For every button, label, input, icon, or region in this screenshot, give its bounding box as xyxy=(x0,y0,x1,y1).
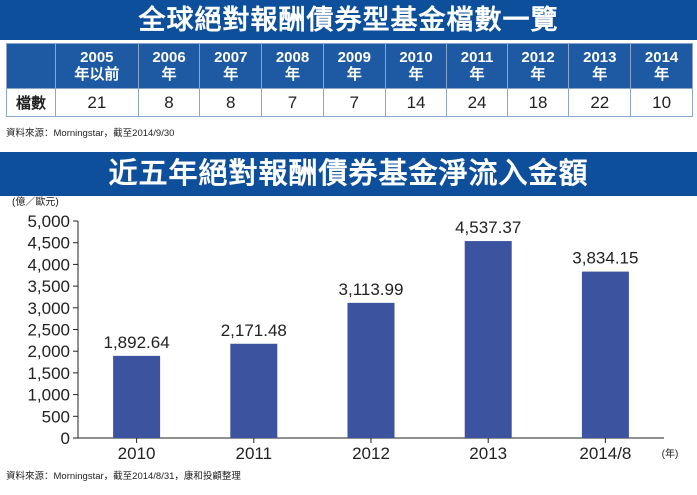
y-tick-label: 2,500 xyxy=(27,321,70,340)
count-cell: 22 xyxy=(568,88,632,117)
count-cell: 24 xyxy=(446,88,508,117)
year-header-row: 2005 年以前 2006 年 2007 年 2008 年 2009 年 2010 年 20… xyxy=(6,43,693,89)
y-tick-label: 3,000 xyxy=(27,299,70,318)
y-tick-label: 0 xyxy=(61,429,70,448)
count-cell: 21 xyxy=(55,88,139,117)
x-tick-label: 2013 xyxy=(469,444,507,463)
table-corner-cell xyxy=(6,43,56,89)
count-cell: 10 xyxy=(630,88,693,117)
count-cell: 7 xyxy=(322,88,386,117)
count-cell: 7 xyxy=(261,88,324,117)
year-header-cell: 2012 年 xyxy=(506,43,570,89)
x-tick-label: 2011 xyxy=(236,444,273,463)
y-tick-label: 1,000 xyxy=(27,386,70,405)
year-header-cell: 2011 年 xyxy=(446,43,508,89)
count-cell: 8 xyxy=(137,88,201,117)
y-axis-label: (億／歐元) xyxy=(12,196,59,208)
count-row-label: 檔數 xyxy=(6,88,56,117)
y-tick-label: 4,500 xyxy=(27,234,70,253)
y-tick-label: 2,000 xyxy=(27,342,70,361)
chart-panel: (億／歐元) 0 500 1,000 1,500 2,000 2,500 3,000 3,500… xyxy=(4,195,693,490)
y-tick-label: 1,500 xyxy=(27,364,70,383)
bar-chart: (億／歐元) 0 500 1,000 1,500 2,000 2,500 3,000 3,500… xyxy=(12,195,679,463)
y-tick-label: 5,000 xyxy=(27,212,70,231)
bar-value-label: 3,834.15 xyxy=(572,249,638,268)
bar xyxy=(113,355,161,438)
x-axis-label: (年) xyxy=(662,447,679,460)
x-tick-label: 2010 xyxy=(118,444,156,463)
chart-title: 近五年絕對報酬債券基金淨流入金額 xyxy=(0,152,697,196)
year-header-cell: 2006 年 xyxy=(137,43,201,89)
bar xyxy=(581,271,629,438)
count-cell: 8 xyxy=(199,88,263,117)
bar xyxy=(230,343,278,438)
chart-source-note: 資料來源：Morningstar，截至2014/8/31，康和投顧整理 xyxy=(6,471,241,482)
bar xyxy=(347,302,395,438)
bar xyxy=(464,241,512,438)
count-row: 檔數 21 8 8 7 7 14 24 18 22 10 xyxy=(6,88,693,117)
table-source-note: 資料來源：Morningstar，截至2014/9/30 xyxy=(6,128,175,139)
bar-value-label: 4,537.37 xyxy=(455,218,521,237)
table-title: 全球絕對報酬債券型基金檔數一覽 xyxy=(0,0,697,40)
bar-value-label: 1,892.64 xyxy=(104,333,170,352)
x-tick-label: 2012 xyxy=(352,444,390,463)
year-header-cell: 2009 年 xyxy=(322,43,386,89)
year-header-cell: 2014 年 xyxy=(630,43,693,89)
bar-value-label: 2,171.48 xyxy=(221,321,287,340)
year-header-cell: 2005 年以前 xyxy=(55,43,139,89)
y-tick-label: 3,500 xyxy=(27,277,70,296)
fund-count-panel: 2005 年以前 2006 年 2007 年 2008 年 2009 年 2010 年 20… xyxy=(4,40,693,146)
fund-count-table: 2005 年以前 2006 年 2007 年 2008 年 2009 年 2010 年 20… xyxy=(6,43,693,117)
bar-value-label: 3,113.99 xyxy=(339,280,404,299)
year-header-cell: 2008 年 xyxy=(261,43,324,89)
y-tick-label: 4,000 xyxy=(27,255,70,274)
y-tick-label: 500 xyxy=(42,407,70,426)
year-header-cell: 2013 年 xyxy=(568,43,632,89)
year-header-cell: 2007 年 xyxy=(199,43,263,89)
count-cell: 18 xyxy=(506,88,570,117)
year-header-cell: 2010 年 xyxy=(384,43,448,89)
count-cell: 14 xyxy=(384,88,448,117)
x-tick-label: 2014/8 xyxy=(579,444,631,463)
